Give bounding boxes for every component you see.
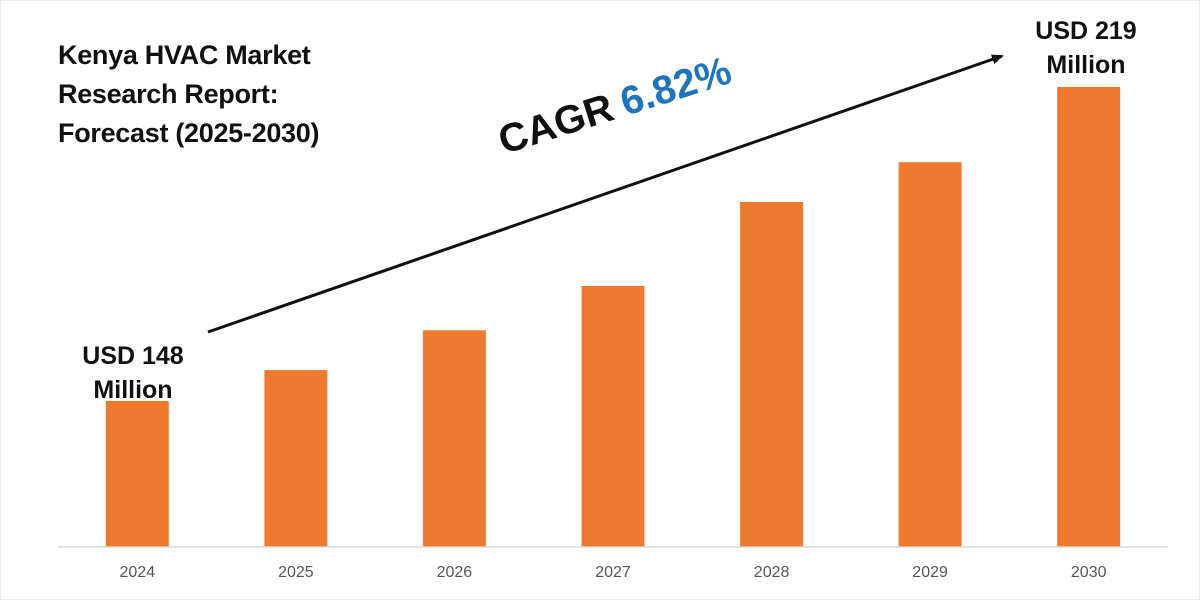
start-value-line-2: Million xyxy=(93,376,173,404)
x-tick-label-2024: 2024 xyxy=(120,564,156,581)
end-value-line-2: Million xyxy=(1046,51,1126,79)
title-line-3: Forecast (2025-2030) xyxy=(58,118,320,148)
chart-title: Kenya HVAC Market Research Report: Forec… xyxy=(58,36,358,153)
title-line-1: Kenya HVAC Market xyxy=(58,40,311,70)
growth-arrow xyxy=(207,54,1004,334)
bar-2026 xyxy=(422,330,486,547)
x-tick-label-2025: 2025 xyxy=(278,564,314,581)
x-tick-label-2030: 2030 xyxy=(1071,564,1107,581)
bar-2027 xyxy=(581,286,645,547)
x-tick-label-2026: 2026 xyxy=(437,564,473,581)
x-tick-label-2027: 2027 xyxy=(595,564,631,581)
x-tick-label-2028: 2028 xyxy=(754,564,790,581)
start-value-callout: USD 148 Million xyxy=(53,339,213,407)
start-value-line-1: USD 148 xyxy=(82,342,184,370)
x-tick-label-2029: 2029 xyxy=(912,564,948,581)
bar-2028 xyxy=(740,202,804,547)
end-value-line-1: USD 219 xyxy=(1035,17,1137,45)
x-axis-ticks: 2024 2025 2026 2027 2028 2029 2030 xyxy=(120,564,1107,581)
bar-2024 xyxy=(105,401,169,547)
title-line-2: Research Report: xyxy=(58,79,279,109)
bar-2029 xyxy=(898,162,962,547)
bar-series xyxy=(105,87,1121,547)
bar-2025 xyxy=(264,370,328,547)
bar-2030 xyxy=(1057,87,1121,547)
end-value-callout: USD 219 Million xyxy=(1006,14,1166,82)
